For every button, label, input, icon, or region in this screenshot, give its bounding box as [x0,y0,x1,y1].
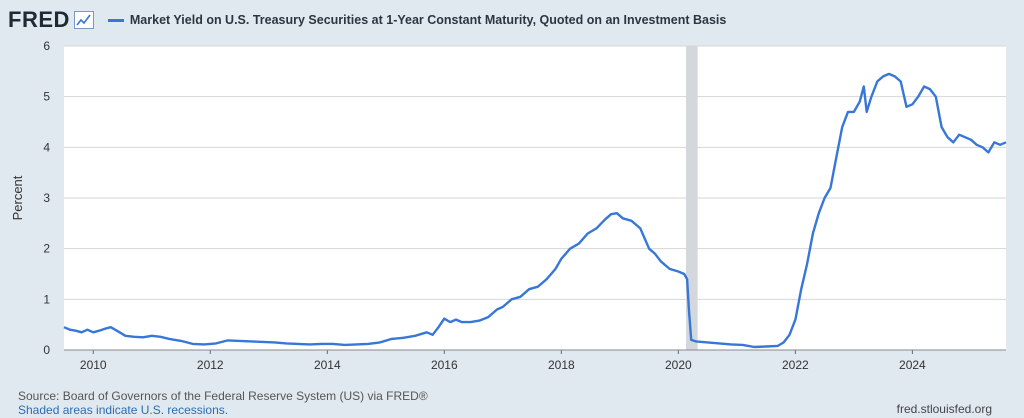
legend: Market Yield on U.S. Treasury Securities… [107,13,727,27]
x-tick-label: 2022 [782,358,809,372]
y-tick-label: 5 [43,90,50,104]
y-tick-label: 6 [43,39,50,53]
source-note: Source: Board of Governors of the Federa… [18,389,428,403]
legend-series-label: Market Yield on U.S. Treasury Securities… [129,13,727,27]
x-tick-label: 2014 [314,358,341,372]
x-tick-label: 2024 [899,358,926,372]
x-tick-label: 2020 [665,358,692,372]
legend-swatch [107,18,124,22]
x-tick-label: 2018 [548,358,575,372]
chart-header: FRED Market Yield on U.S. Treasury Secur… [8,6,726,34]
fred-logo[interactable]: FRED [8,7,94,33]
x-tick-label: 2010 [80,358,107,372]
y-tick-label: 1 [43,292,50,306]
y-tick-label: 3 [43,191,50,205]
x-tick-label: 2016 [431,358,458,372]
fred-logo-text: FRED [8,7,70,32]
series-line [63,72,1007,349]
y-tick-label: 2 [43,242,50,256]
line-chart-icon [73,11,94,29]
site-link[interactable]: fred.stlouisfed.org [896,402,992,416]
y-axis-label: Percent [10,175,25,220]
chart-footer: Source: Board of Governors of the Federa… [18,389,428,417]
y-tick-label: 0 [43,343,50,357]
x-tick-label: 2012 [197,358,224,372]
recession-note-link[interactable]: Shaded areas indicate U.S. recessions. [18,403,229,417]
y-tick-label: 4 [43,140,50,154]
